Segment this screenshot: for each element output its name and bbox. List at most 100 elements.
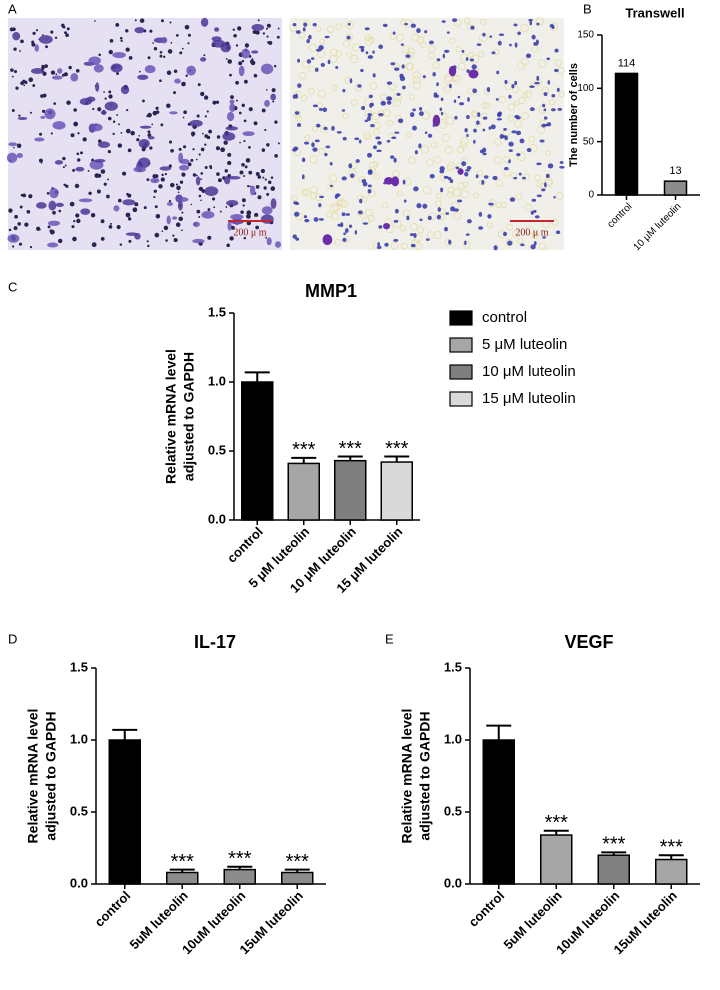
cell: [490, 124, 496, 130]
cell: [267, 180, 272, 184]
pore: [452, 75, 462, 84]
pore: [531, 232, 539, 240]
cell: [479, 149, 485, 154]
pore: [416, 36, 425, 44]
cell: [152, 110, 158, 116]
cell: [493, 245, 498, 251]
cell: [464, 240, 467, 246]
cell: [276, 35, 280, 39]
cell: [138, 70, 141, 73]
cell: [354, 230, 358, 235]
cell: [367, 184, 372, 188]
pore: [428, 45, 436, 53]
cell: [257, 195, 262, 200]
cell-cluster: [48, 200, 57, 211]
pore: [367, 189, 376, 198]
cell: [378, 112, 384, 117]
cell: [519, 138, 525, 144]
cell: [372, 145, 377, 150]
cell: [23, 84, 26, 87]
cell: [128, 56, 133, 60]
cell-cluster: [120, 85, 130, 95]
cell: [394, 208, 399, 214]
cell: [491, 51, 496, 55]
cell: [390, 62, 396, 66]
cell: [155, 213, 161, 219]
pore: [371, 112, 380, 121]
pore: [315, 26, 321, 32]
cell: [509, 197, 516, 202]
pore: [387, 132, 395, 139]
pore: [478, 179, 485, 186]
cell: [313, 217, 319, 222]
cell: [466, 219, 472, 224]
cell: [215, 100, 220, 104]
pore: [382, 109, 391, 117]
significance-label: ***: [545, 812, 569, 834]
cell: [441, 20, 446, 23]
panel-label: B: [583, 1, 592, 16]
cell-cluster: [238, 65, 245, 77]
cell: [399, 73, 404, 79]
y-axis-label: adjusted to GAPDH: [43, 711, 59, 840]
cell: [175, 33, 179, 37]
cell: [192, 173, 197, 177]
pore: [549, 22, 558, 31]
cell: [308, 34, 312, 40]
cell: [412, 125, 417, 131]
cell: [402, 179, 406, 185]
cell: [68, 65, 72, 70]
cell: [513, 23, 518, 27]
cell: [12, 245, 15, 248]
cell: [508, 94, 512, 99]
cell: [116, 114, 119, 116]
pore: [373, 173, 380, 180]
pore: [416, 226, 424, 234]
cell: [40, 94, 44, 98]
cell-cluster: [12, 31, 21, 41]
cell: [359, 198, 363, 204]
cell: [35, 29, 39, 32]
cell: [98, 53, 101, 57]
cell: [342, 237, 347, 242]
pore: [367, 214, 375, 222]
pore: [554, 58, 562, 67]
cell: [235, 99, 238, 102]
cell: [335, 66, 339, 69]
cell: [413, 186, 419, 192]
cell: [265, 89, 268, 91]
cell: [320, 62, 326, 67]
cell-cluster: [122, 199, 136, 206]
cell: [482, 116, 488, 120]
pore: [507, 103, 516, 111]
cell: [366, 152, 373, 158]
cell: [478, 226, 484, 230]
pore: [407, 156, 416, 165]
cell: [483, 175, 489, 179]
pore: [435, 193, 442, 200]
pore: [410, 223, 418, 231]
cell: [467, 97, 470, 102]
cell: [504, 79, 508, 85]
cell: [175, 222, 181, 228]
cell: [116, 72, 119, 75]
scale-bar-label: 200 μ m: [233, 227, 266, 238]
cell: [533, 241, 537, 246]
cell: [481, 179, 485, 185]
cell: [163, 55, 166, 58]
cell: [53, 102, 57, 105]
cell: [161, 230, 164, 233]
cell: [244, 79, 248, 84]
panel-label: A: [8, 1, 17, 16]
cell: [31, 40, 35, 44]
cell: [257, 19, 260, 22]
cell: [57, 238, 63, 244]
pore: [457, 62, 466, 71]
cell: [253, 73, 258, 78]
cell: [100, 169, 106, 174]
cell: [424, 30, 428, 34]
cell: [323, 126, 328, 131]
pore: [336, 199, 343, 207]
cell: [274, 120, 278, 124]
pore: [320, 125, 329, 134]
